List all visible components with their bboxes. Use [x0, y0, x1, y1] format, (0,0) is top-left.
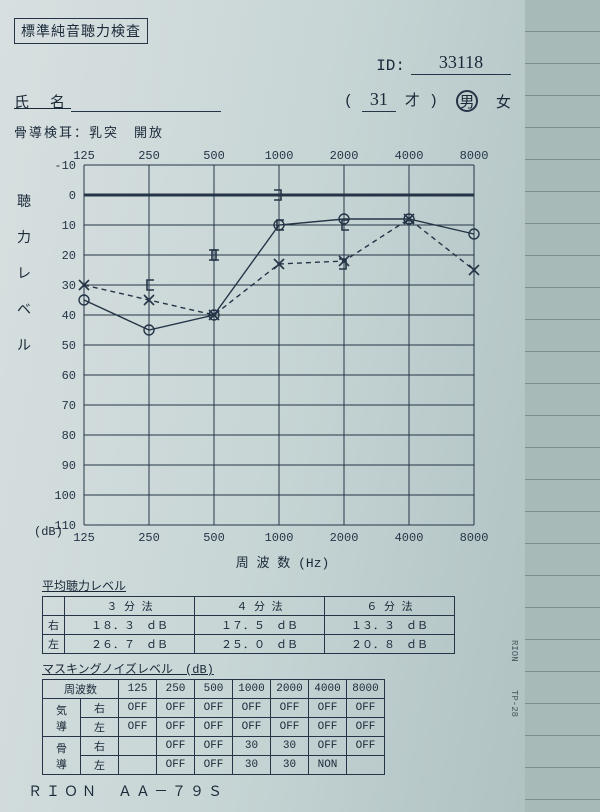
id-row: ID: 33118: [14, 52, 511, 75]
audiogram-chart: 聴 力 レ ベ ル (dB) -100102030405060708090100…: [14, 145, 511, 571]
svg-text:8000: 8000: [460, 531, 489, 545]
svg-text:0: 0: [69, 189, 76, 203]
svg-text:8000: 8000: [460, 149, 489, 163]
svg-text:10: 10: [62, 219, 76, 233]
avg-title: 平均聴力レベル: [42, 577, 511, 594]
svg-text:60: 60: [62, 369, 76, 383]
svg-text:50: 50: [62, 339, 76, 353]
svg-text:1000: 1000: [265, 531, 294, 545]
sex-female: 女: [496, 91, 511, 112]
mask-title: マスキングノイズレベル (dB): [42, 660, 511, 677]
masking-table: 周波数1252505001000200040008000気導右OFFOFFOFF…: [42, 679, 385, 775]
db-label: (dB): [34, 525, 63, 539]
svg-text:100: 100: [54, 489, 76, 503]
svg-text:40: 40: [62, 309, 76, 323]
svg-text:125: 125: [73, 149, 95, 163]
svg-text:250: 250: [138, 531, 160, 545]
svg-text:80: 80: [62, 429, 76, 443]
form-title: 標準純音聴力検査: [14, 18, 148, 44]
svg-text:4000: 4000: [395, 531, 424, 545]
age-value: 31: [362, 89, 396, 112]
x-axis-title: 周 波 数 (Hz): [54, 552, 511, 571]
y-axis-title: 聴 力 レ ベ ル: [16, 185, 32, 365]
average-table: ３ 分 法４ 分 法６ 分 法右１８．３ ｄＢ１７．５ ｄＢ１３．３ ｄＢ左２６…: [42, 596, 455, 654]
id-value: 33118: [411, 52, 511, 75]
svg-text:70: 70: [62, 399, 76, 413]
side-note-tp28: TP-28: [509, 690, 519, 717]
svg-text:90: 90: [62, 459, 76, 473]
side-note-rion: RION: [509, 640, 519, 662]
ruled-margin: [525, 0, 600, 812]
id-label: ID:: [376, 57, 405, 75]
svg-text:500: 500: [203, 149, 225, 163]
audiogram-svg: -100102030405060708090100110125125250250…: [14, 145, 514, 550]
svg-text:500: 500: [203, 531, 225, 545]
device-footer: ＲＩＯＮ ＡＡ－７９Ｓ: [28, 781, 511, 801]
svg-text:20: 20: [62, 249, 76, 263]
svg-text:250: 250: [138, 149, 160, 163]
document-paper: 標準純音聴力検査 ID: 33118 氏 名 ( 31 才 ) 男 女 骨導検耳…: [0, 0, 525, 812]
bone-conduction-line: 骨導検耳：乳突 開放: [14, 122, 511, 141]
svg-text:2000: 2000: [330, 149, 359, 163]
svg-text:125: 125: [73, 531, 95, 545]
svg-text:4000: 4000: [395, 149, 424, 163]
svg-text:30: 30: [62, 279, 76, 293]
name-row: 氏 名 ( 31 才 ) 男 女: [14, 89, 511, 112]
svg-text:2000: 2000: [330, 531, 359, 545]
sex-male-circled: 男: [456, 90, 478, 112]
age-unit: 才: [405, 93, 420, 110]
name-value: [71, 110, 221, 112]
name-label: 氏 名: [14, 91, 71, 112]
svg-text:1000: 1000: [265, 149, 294, 163]
